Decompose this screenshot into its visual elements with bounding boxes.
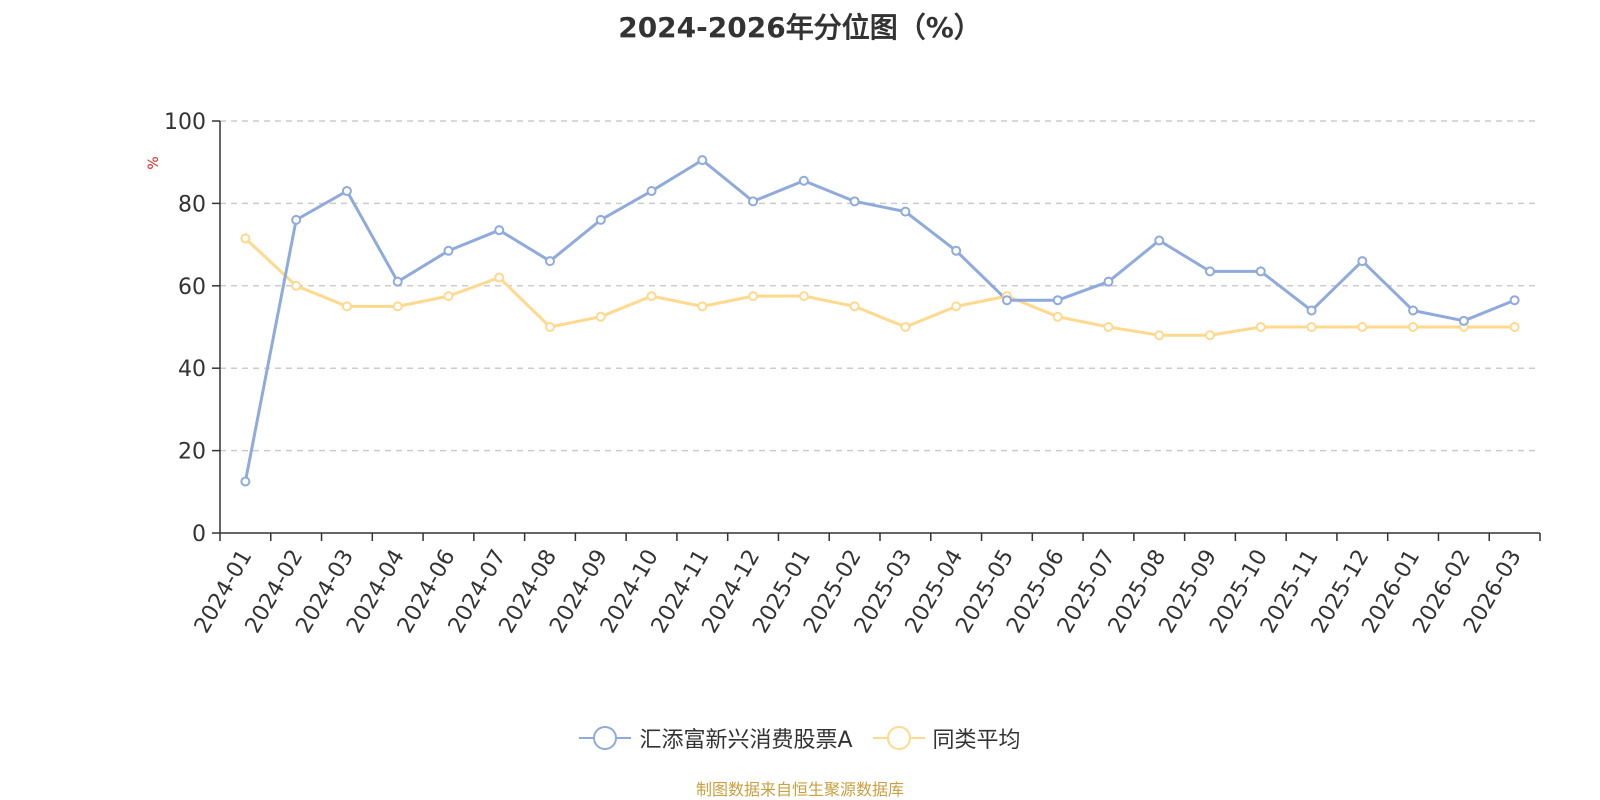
series-line-1: [243, 158, 1516, 482]
data-point-series-2: [748, 291, 759, 302]
series-line-2: [244, 237, 1515, 337]
data-point-series-2: [900, 322, 911, 332]
legend-item-series-2[interactable]: 同类平均: [872, 722, 1021, 754]
data-point-series-1: [545, 256, 555, 267]
data-point-series-2: [341, 301, 352, 312]
data-point-series-1: [1205, 266, 1215, 277]
data-point-series-1: [1408, 305, 1419, 316]
data-point-series-2: [1154, 330, 1165, 341]
legend: 汇添富新兴消费股票A 同类平均: [0, 722, 1600, 754]
data-point-series-1: [951, 245, 962, 256]
data-point-series-1: [1255, 266, 1266, 277]
data-point-series-1: [646, 186, 657, 197]
y-tick-label: 40: [178, 357, 206, 382]
data-point-series-2: [697, 301, 708, 312]
source-note: 制图数据来自恒生聚源数据库: [695, 780, 904, 799]
y-tick-label: 60: [178, 275, 206, 300]
data-point-series-2: [951, 301, 962, 312]
data-point-series-1: [1001, 295, 1012, 306]
data-point-series-2: [1052, 311, 1063, 322]
y-tick-label: 80: [178, 192, 206, 217]
data-point-series-1: [1509, 295, 1520, 306]
data-point-series-1: [1154, 235, 1165, 246]
data-point-series-1: [697, 155, 708, 166]
data-point-series-1: [1357, 256, 1368, 267]
data-point-series-1: [494, 225, 505, 236]
data-point-series-2: [291, 280, 302, 291]
data-point-series-1: [849, 196, 860, 207]
data-point-series-1: [798, 175, 809, 186]
data-point-series-1: [748, 196, 759, 207]
series-layer: [240, 155, 1520, 487]
y-tick-label: 20: [178, 440, 206, 465]
legend-item-series-1[interactable]: 汇添富新兴消费股票A: [579, 722, 853, 754]
data-point-series-2: [646, 291, 657, 302]
data-point-series-1: [1458, 315, 1469, 326]
data-point-series-2: [798, 291, 809, 302]
legend-marker-series-1: [579, 724, 632, 752]
data-point-series-2: [240, 233, 251, 244]
legend-label-series-2: 同类平均: [932, 728, 1021, 753]
chart-title: 2024-2026年分位图（%）: [618, 11, 982, 44]
data-point-series-1: [240, 476, 251, 487]
data-point-series-2: [545, 322, 555, 332]
y-tick-label: 0: [192, 522, 206, 547]
data-point-series-1: [291, 214, 302, 225]
data-point-series-2: [494, 272, 505, 283]
data-point-series-1: [341, 186, 352, 197]
data-point-series-2: [392, 301, 403, 312]
data-point-series-1: [595, 214, 606, 225]
data-point-series-2: [1255, 322, 1266, 332]
y-axis-label: %: [146, 156, 162, 169]
data-point-series-2: [443, 291, 454, 302]
data-point-series-1: [1103, 276, 1114, 287]
data-point-series-1: [392, 276, 403, 287]
data-point-series-2: [1306, 322, 1317, 332]
legend-marker-series-2: [872, 724, 925, 752]
y-tick-label: 100: [164, 110, 206, 135]
data-point-series-2: [1103, 322, 1114, 332]
data-point-series-2: [595, 311, 606, 322]
grid-lines: [220, 120, 1540, 452]
data-point-series-2: [1205, 330, 1215, 341]
legend-label-series-1: 汇添富新兴消费股票A: [639, 728, 853, 753]
data-point-series-1: [1306, 305, 1317, 316]
data-point-series-1: [900, 206, 911, 217]
data-point-series-2: [1509, 322, 1520, 332]
axes: 0204060801002024-012024-022024-032024-04…: [164, 110, 1541, 638]
data-point-series-2: [849, 301, 860, 312]
data-point-series-1: [1052, 295, 1063, 306]
data-point-series-1: [443, 245, 454, 256]
data-point-series-2: [1408, 322, 1419, 332]
data-point-series-2: [1357, 322, 1368, 332]
